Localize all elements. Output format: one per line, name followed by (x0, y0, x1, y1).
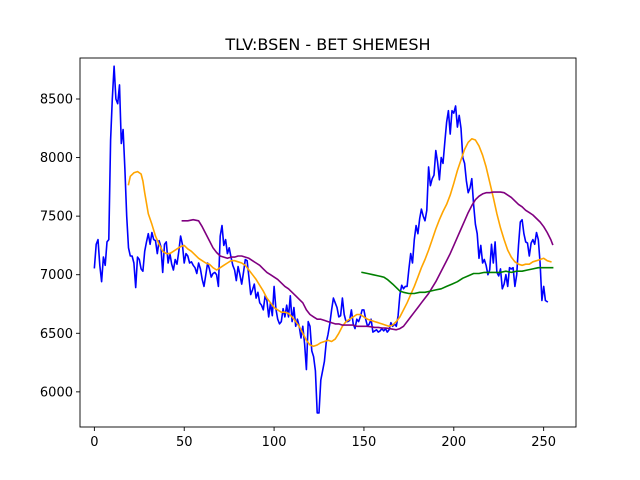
x-tick-label: 50 (176, 435, 193, 450)
y-tick-label: 8500 (40, 93, 73, 108)
x-tick-label: 150 (352, 435, 377, 450)
y-tick-label: 6500 (40, 327, 73, 342)
y-tick-label: 8000 (40, 151, 73, 166)
axes-frame (79, 57, 577, 428)
y-tick-label: 7000 (40, 268, 73, 283)
x-tick-label: 0 (90, 435, 98, 450)
axes: 0 50 100 150 200 250 6000 6500 7000 7500 8000 8500 (40, 57, 577, 450)
series-line-3 (181, 191, 554, 331)
y-tick-label: 7500 (40, 210, 73, 225)
x-tick-label: 100 (262, 435, 287, 450)
x-tick-label: 250 (531, 435, 556, 450)
y-tick-label: 6000 (40, 385, 73, 400)
chart-title: TLV:BSEN - BET SHEMESH (224, 35, 430, 54)
x-tick-label: 200 (441, 435, 466, 450)
series-line-4 (361, 266, 554, 295)
plot-area (93, 65, 554, 414)
series-line-2 (127, 138, 552, 347)
